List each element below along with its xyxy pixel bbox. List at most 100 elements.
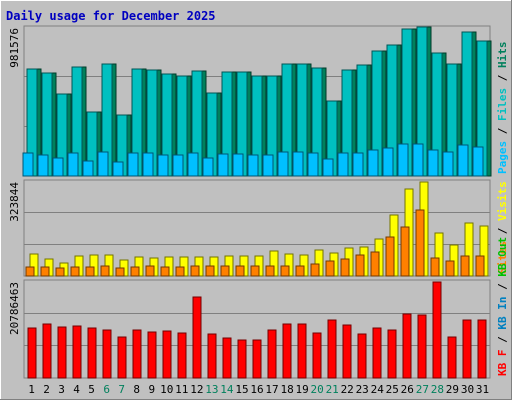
bar-kb-f-day-19: [297, 323, 307, 379]
bar-sites-day-21: [325, 260, 335, 277]
bar-sites-day-7: [115, 267, 125, 277]
bar-sites-day-3: [55, 267, 65, 277]
bar-pages-day-19: [292, 151, 304, 177]
bar-sites-day-19: [295, 265, 305, 277]
bar-pages-day-30: [457, 144, 469, 177]
bar-pages-day-21: [322, 158, 334, 177]
bar-kb-f-day-2: [42, 323, 52, 379]
bar-pages-day-4: [67, 152, 79, 177]
legend-entry: Visits: [496, 181, 509, 221]
panel-max-label: 323844: [8, 182, 21, 222]
legend-entry: KB In: [496, 297, 509, 330]
bar-pages-day-7: [112, 161, 124, 177]
bar-pages-day-14: [217, 153, 229, 177]
bar-kb-f-day-27: [417, 314, 427, 379]
day-label-31: 31: [476, 383, 489, 396]
bar-pages-day-8: [127, 152, 139, 177]
day-label-23: 23: [356, 383, 369, 396]
day-label-18: 18: [280, 383, 293, 396]
legend-entry: KB F: [496, 350, 509, 377]
day-label-21: 21: [326, 383, 339, 396]
bar-sites-day-28: [430, 257, 440, 277]
day-label-25: 25: [386, 383, 399, 396]
bar-sites-day-25: [385, 236, 395, 277]
bar-sites-day-13: [205, 265, 215, 277]
panel-legend: Sites / Visits: [496, 181, 509, 274]
bar-kb-f-day-5: [87, 327, 97, 379]
bar-kb-f-day-7: [117, 336, 127, 379]
day-label-11: 11: [175, 383, 188, 396]
bar-kb-f-day-1: [27, 327, 37, 379]
bar-kb-f-day-9: [147, 331, 157, 379]
day-label-3: 3: [58, 383, 65, 396]
bar-pages-day-1: [22, 152, 34, 177]
bar-kb-f-day-16: [252, 339, 262, 379]
bar-sites-day-9: [145, 265, 155, 277]
panel-max-label: 981576: [8, 28, 21, 68]
bar-kb-f-day-10: [162, 330, 172, 379]
bar-pages-day-11: [172, 154, 184, 177]
bar-pages-day-17: [262, 154, 274, 177]
day-label-16: 16: [250, 383, 263, 396]
bar-sites-day-26: [400, 226, 410, 277]
bar-sites-day-24: [370, 251, 380, 277]
day-label-29: 29: [446, 383, 459, 396]
day-label-6: 6: [103, 383, 110, 396]
panels-layer: 981576 Pages / Files / Hits 323844 Sites / …: [8, 25, 509, 379]
day-label-4: 4: [73, 383, 80, 396]
bar-sites-day-8: [130, 266, 140, 277]
bar-sites-day-5: [85, 266, 95, 277]
bar-kb-f-day-18: [282, 323, 292, 379]
bar-kb-f-day-25: [387, 329, 397, 379]
bar-pages-day-29: [442, 151, 454, 177]
bar-pages-day-23: [352, 152, 364, 177]
bar-kb-f-day-12: [192, 296, 202, 379]
bar-kb-f-day-20: [312, 332, 322, 379]
panel-kbytes: 20786463 KB F / KB In / KB Out: [8, 237, 509, 379]
bar-pages-day-16: [247, 154, 259, 177]
bar-sites-day-11: [175, 266, 185, 277]
day-label-19: 19: [295, 383, 308, 396]
bar-kb-f-day-23: [357, 333, 367, 379]
day-labels: 1 2 3 4 5 6 7 8 9 10 11 12 13 14 15 16 17 18 19 20 21 22 23 24 2…: [28, 383, 489, 396]
day-label-28: 28: [431, 383, 444, 396]
legend-separator: /: [496, 121, 509, 141]
day-label-22: 22: [341, 383, 354, 396]
bar-kb-f-day-6: [102, 329, 112, 379]
bar-sites-day-31: [475, 255, 485, 277]
bar-sites-day-1: [25, 266, 35, 277]
legend-separator: /: [496, 221, 509, 241]
bar-sites-day-20: [310, 263, 320, 277]
day-label-12: 12: [190, 383, 203, 396]
bar-kb-f-day-22: [342, 324, 352, 379]
bar-sites-day-12: [190, 265, 200, 277]
day-label-7: 7: [118, 383, 125, 396]
bar-pages-day-12: [187, 152, 199, 177]
bar-pages-day-31: [472, 146, 484, 177]
day-label-2: 2: [43, 383, 50, 396]
bar-kb-f-day-24: [372, 327, 382, 379]
panel-max-label: 20786463: [8, 282, 21, 335]
bar-kb-f-day-15: [237, 339, 247, 379]
bar-kb-f-day-3: [57, 326, 67, 379]
bar-pages-day-24: [367, 149, 379, 177]
bar-kb-f-day-11: [177, 332, 187, 379]
bar-sites-day-10: [160, 266, 170, 277]
bar-kb-f-day-26: [402, 313, 412, 379]
bar-kb-f-day-17: [267, 329, 277, 379]
bar-kb-f-day-14: [222, 337, 232, 379]
panel-visits-sites: 323844 Sites / Visits: [8, 179, 509, 277]
bar-pages-day-3: [52, 157, 64, 177]
day-label-24: 24: [371, 383, 385, 396]
day-label-14: 14: [220, 383, 234, 396]
bar-pages-day-15: [232, 153, 244, 177]
day-label-9: 9: [148, 383, 155, 396]
chart-title: Daily usage for December 2025: [6, 9, 216, 23]
bar-sites-day-6: [100, 265, 110, 277]
bar-kb-f-day-29: [447, 336, 457, 379]
legend-entry: Pages: [496, 141, 509, 174]
bar-pages-day-2: [37, 154, 49, 177]
legend-separator: /: [496, 68, 509, 88]
day-label-15: 15: [235, 383, 248, 396]
